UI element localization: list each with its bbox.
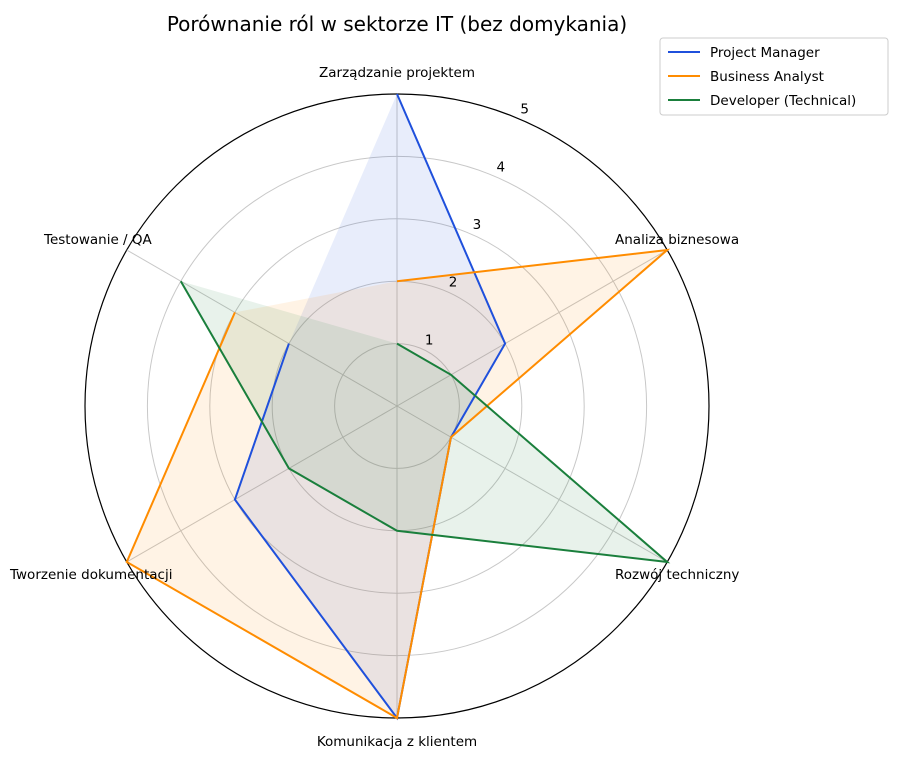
axis-label-layer: Zarządzanie projektem Analiza biznesowa … [9, 65, 739, 750]
legend-label-project-manager: Project Manager [710, 45, 820, 61]
r-tick-label-3: 3 [473, 217, 482, 233]
series-fill-2 [180, 281, 668, 562]
spoke-line-5 [126, 249, 398, 407]
series-line-2 [179, 280, 671, 564]
series-line-1 [125, 248, 671, 720]
legend-label-business-analyst: Business Analyst [710, 69, 824, 85]
legend: Project Manager Business Analyst Develop… [659, 37, 889, 116]
r-tick-label-2: 2 [449, 275, 458, 291]
legend-label-developer: Developer (Technical) [710, 93, 856, 109]
axis-label-komunikacja-z-klientem: Komunikacja z klientem [317, 734, 477, 750]
chart-title: Porównanie ról w sektorze IT (bez domyka… [167, 12, 627, 36]
r-tick-label-4: 4 [497, 159, 506, 175]
legend-frame [659, 37, 889, 116]
r-tick-label-5: 5 [520, 102, 529, 118]
spoke-line-4 [126, 405, 398, 563]
spoke-line-2 [396, 405, 668, 563]
axis-label-rozwoj-techniczny: Rozwój techniczny [615, 567, 739, 583]
series-fill-1 [126, 250, 668, 718]
axis-label-tworzenie-dokumentacji: Tworzenie dokumentacji [9, 567, 172, 583]
axis-label-zarzadzanie-projektem: Zarządzanie projektem [319, 65, 475, 81]
spoke-line-1 [396, 249, 668, 407]
series-line-layer [125, 93, 671, 721]
series-fill-layer [126, 94, 668, 718]
r-tick-label-1: 1 [425, 332, 434, 348]
radial-tick-layer: 1 2 3 4 5 [425, 102, 529, 349]
series-fill-0 [234, 94, 506, 718]
axis-label-analiza-biznesowa: Analiza biznesowa [615, 232, 739, 248]
axis-label-testowanie-qa: Testowanie / QA [43, 232, 153, 248]
